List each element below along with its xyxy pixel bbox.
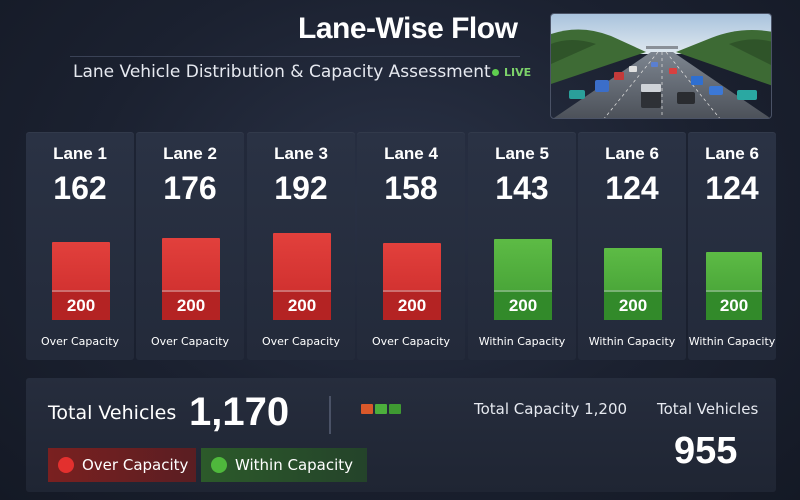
lane-capacity: 200 [494, 290, 552, 320]
lane-name: Lane 6 [605, 144, 659, 163]
lane-status: Over Capacity [371, 335, 451, 348]
mini-within-square-icon [389, 404, 401, 414]
highway-camera-image [551, 14, 771, 118]
summary-divider [329, 396, 331, 434]
lane-count: 176 [163, 170, 217, 206]
lane-count: 192 [274, 170, 328, 206]
total-vehicles-value: 1,170 [189, 390, 290, 434]
lane-status: Within Capacity [688, 335, 776, 348]
total-vehicles-label: Total Vehicles [48, 402, 177, 424]
lane-name: Lane 3 [274, 144, 328, 163]
red-dot-icon [58, 457, 74, 473]
legend-within-label: Within Capacity [235, 456, 354, 474]
lane-capacity: 200 [706, 290, 762, 320]
lane-card[interactable]: Lane 6 124 200 Within Capacity [688, 132, 776, 360]
lane-capacity: 200 [383, 290, 441, 320]
lane-status: Over Capacity [40, 335, 120, 348]
mini-over-square-icon [361, 404, 373, 414]
lane-count: 162 [53, 170, 107, 206]
lane-status: Within Capacity [478, 335, 566, 348]
live-indicator: LIVE [492, 66, 531, 79]
lane-card[interactable]: Lane 3 192 200 Over Capacity [247, 132, 355, 360]
mini-within-square-icon [375, 404, 387, 414]
lane-card[interactable]: Lane 6 124 200 Within Capacity [578, 132, 686, 360]
lane-count: 158 [384, 170, 438, 206]
lane-count: 143 [495, 170, 549, 206]
total-vehicles-label-secondary: Total Vehicles [657, 400, 759, 418]
lane-status: Over Capacity [150, 335, 230, 348]
lane-card[interactable]: Lane 2 176 200 Over Capacity [136, 132, 244, 360]
page-title: Lane-Wise Flow [298, 12, 518, 45]
legend-over-label: Over Capacity [82, 456, 189, 474]
summary-panel: Total Vehicles 1,170 Total Capacity 1,20… [26, 378, 776, 492]
lane-name: Lane 1 [53, 144, 107, 163]
live-label: LIVE [504, 66, 532, 79]
lane-capacity: 200 [273, 290, 331, 320]
page-subtitle: Lane Vehicle Distribution & Capacity Ass… [73, 62, 491, 82]
lane-name: Lane 6 [705, 144, 759, 163]
lane-capacity: 200 [52, 290, 110, 320]
green-dot-icon [211, 457, 227, 473]
lane-status: Over Capacity [261, 335, 341, 348]
mini-legend-icon [361, 404, 401, 414]
legend-over-capacity[interactable]: Over Capacity [48, 448, 196, 482]
lane-name: Lane 5 [495, 144, 549, 163]
lane-name: Lane 2 [163, 144, 217, 163]
live-dot-icon [492, 69, 499, 76]
lane-card[interactable]: Lane 1 162 200 Over Capacity [26, 132, 134, 360]
legend-within-capacity[interactable]: Within Capacity [201, 448, 367, 482]
traffic-camera-feed[interactable] [550, 13, 772, 119]
lane-name: Lane 4 [384, 144, 438, 163]
total-vehicles-value-secondary: 955 [674, 430, 738, 472]
lane-capacity: 200 [162, 290, 220, 320]
lane-card[interactable]: Lane 5 143 200 Within Capacity [468, 132, 576, 360]
title-divider [70, 56, 520, 57]
lane-status: Within Capacity [588, 335, 676, 348]
total-capacity-label: Total Capacity 1,200 [474, 400, 628, 418]
lane-capacity: 200 [604, 290, 662, 320]
lane-count: 124 [705, 170, 759, 206]
header: Lane-Wise Flow Lane Vehicle Distribution… [0, 0, 800, 125]
lane-cards: Lane 1 162 200 Over Capacity Lane 2 176 … [26, 132, 776, 360]
lane-card[interactable]: Lane 4 158 200 Over Capacity [357, 132, 465, 360]
lane-count: 124 [605, 170, 659, 206]
